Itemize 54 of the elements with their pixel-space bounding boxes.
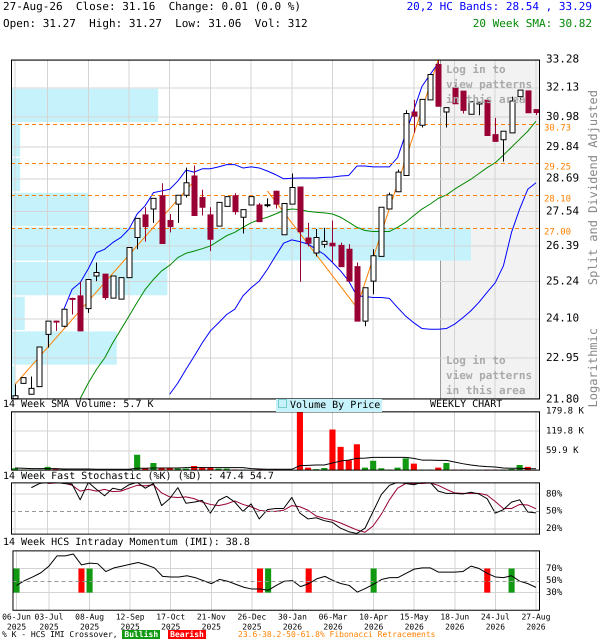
- y-tick-label: 80%: [546, 489, 563, 500]
- y-tick-label: 21.80: [546, 392, 580, 406]
- legend-title: % K - HCS IMI Crossover,: [2, 630, 119, 639]
- x-tick-label: 15-May 2026: [400, 612, 429, 632]
- annotation: Log in to view patterns in this area: [446, 353, 534, 398]
- y-tick-label: 59.9 K: [546, 446, 580, 456]
- text: Bullish: [122, 630, 160, 639]
- x-tick-label: 26-Dec 2025: [237, 612, 267, 632]
- y-tick-label: 25.24: [546, 274, 580, 288]
- y-tick-label: 22.95: [546, 350, 580, 364]
- y-tick-label: 50%: [546, 506, 563, 517]
- y-tick-label: 28.69: [546, 172, 580, 185]
- x-tick-label: 03-Jul 2025: [34, 612, 64, 632]
- y-tick-label: 32.13: [546, 80, 580, 94]
- y-tick-label: 24.10: [546, 312, 580, 325]
- y-tick-label: 119.8 K: [546, 426, 585, 436]
- x-tick-label: 18-Jun 2026: [440, 612, 470, 632]
- text: Logarithmic: [586, 328, 600, 408]
- chart-title: 14 Week Fast Stochastic (%K) (%D) : 47.4 54.7: [3, 471, 274, 483]
- y-tick-label: 29.84: [546, 140, 580, 154]
- ref-line-label: 27.00: [544, 227, 572, 238]
- annotation: WEEKLY CHART: [430, 399, 502, 411]
- y-tick-label: 70%: [546, 564, 563, 574]
- y-tick-label: 26.39: [546, 238, 580, 252]
- text: Bearish: [168, 630, 206, 639]
- x-tick-label: 27-Aug 2026: [521, 612, 551, 632]
- y-axis-title: Split and Dividend Adjusted: [586, 90, 600, 286]
- x-tick-label: 17-Oct 2025: [156, 612, 186, 632]
- x-tick-label: 24-Jul 2026: [480, 612, 510, 632]
- y-tick-label: 30.98: [546, 110, 580, 123]
- x-tick-label: 12-Sep 2025: [116, 612, 145, 632]
- y-tick-label: 179.8 K: [546, 406, 585, 417]
- x-tick-label: 30-Jan 2026: [278, 612, 308, 632]
- ref-line-label: 29.25: [544, 162, 572, 172]
- text: 20,2 HC Bands: 28.54 , 33.29: [406, 0, 592, 13]
- y-tick-label: 20%: [546, 524, 563, 534]
- chart-title: 27-Aug-26 Close: 31.16 Change: 0.01 (0.0 %): [3, 0, 302, 13]
- ref-line-label: 30.73: [544, 123, 572, 134]
- y-tick-label: 30%: [546, 588, 563, 598]
- x-tick-label: 08-Aug 2025: [75, 612, 104, 632]
- ref-line-label: 28.10: [544, 194, 572, 204]
- x-tick-label: 21-Nov 2025: [196, 612, 226, 632]
- x-tick-label: 10-Apr 2026: [359, 612, 388, 632]
- y-tick-label: 33.28: [546, 52, 580, 66]
- text: 20 Week SMA: 30.82: [472, 17, 592, 30]
- chart-title: 14 Week SMA Volume: 5.7 K: [3, 399, 154, 411]
- text: 23.6-38.2-50-61.8% Fibonacci Retracements: [238, 630, 436, 640]
- y-tick-label: 27.54: [546, 204, 580, 218]
- legend-label: Volume By Price: [290, 400, 380, 411]
- x-tick-label: 06-Mar 2026: [318, 612, 348, 632]
- chart-subtitle: Open: 31.27 High: 31.27 Low: 31.06 Vol: 312: [3, 17, 308, 30]
- chart-title: 14 Week HCS Intraday Momentum (IMI): 38.8: [3, 537, 250, 549]
- y-tick-label: 50%: [546, 576, 563, 586]
- x-tick-label: 06-Jun 2025: [2, 612, 32, 632]
